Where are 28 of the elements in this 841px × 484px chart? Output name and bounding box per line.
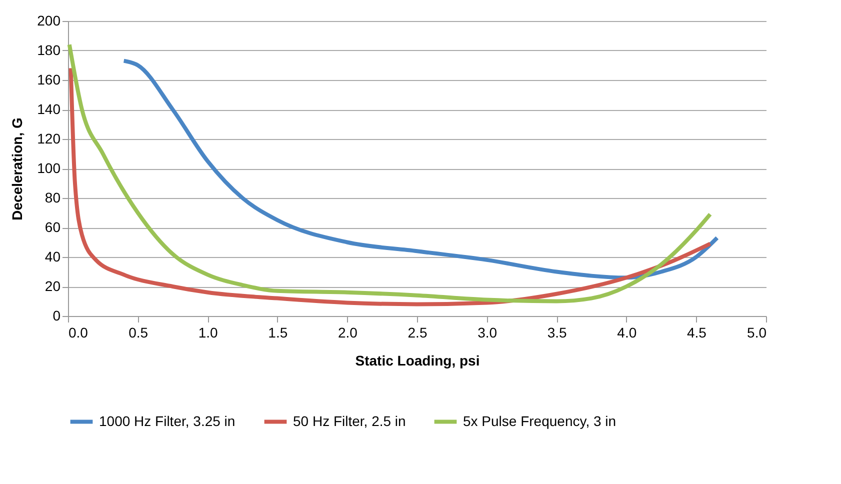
x-tick-label: 1.5 <box>268 324 288 340</box>
y-tick-label: 20 <box>44 278 61 294</box>
y-tick-label: 40 <box>44 248 61 264</box>
legend-label: 50 Hz Filter, 2.5 in <box>293 412 406 429</box>
legend-label: 1000 Hz Filter, 3.25 in <box>99 412 236 429</box>
y-tick-label: 100 <box>37 160 61 176</box>
legend-label: 5x Pulse Frequency, 3 in <box>463 412 616 429</box>
x-tick-label: 3.0 <box>478 324 498 340</box>
y-tick-label: 160 <box>37 72 61 88</box>
y-tick-label: 200 <box>37 12 61 28</box>
y-tick-label: 80 <box>44 190 61 206</box>
x-tick-label: 2.5 <box>408 324 428 340</box>
y-tick-label: 60 <box>44 219 61 235</box>
x-tick-label: 1.0 <box>198 324 218 340</box>
x-tick-label: 4.5 <box>686 324 707 340</box>
x-tick-label: 3.5 <box>547 324 568 340</box>
y-axis-title: Deceleration, G <box>9 118 26 220</box>
line-series <box>122 58 720 280</box>
x-tick-label: 4.0 <box>617 324 637 340</box>
y-tick-label: 140 <box>37 101 61 117</box>
y-tick-label: 180 <box>37 42 61 58</box>
x-axis-title: Static Loading, psi <box>355 352 480 368</box>
y-tick-label: 120 <box>37 130 61 146</box>
x-tick-label: 5.0 <box>747 324 767 340</box>
x-tick-label: 2.0 <box>338 324 358 340</box>
y-tick-label: 0 <box>52 308 61 324</box>
x-tick-label: 0.5 <box>128 324 148 340</box>
x-tick-label: 0.0 <box>68 324 88 340</box>
